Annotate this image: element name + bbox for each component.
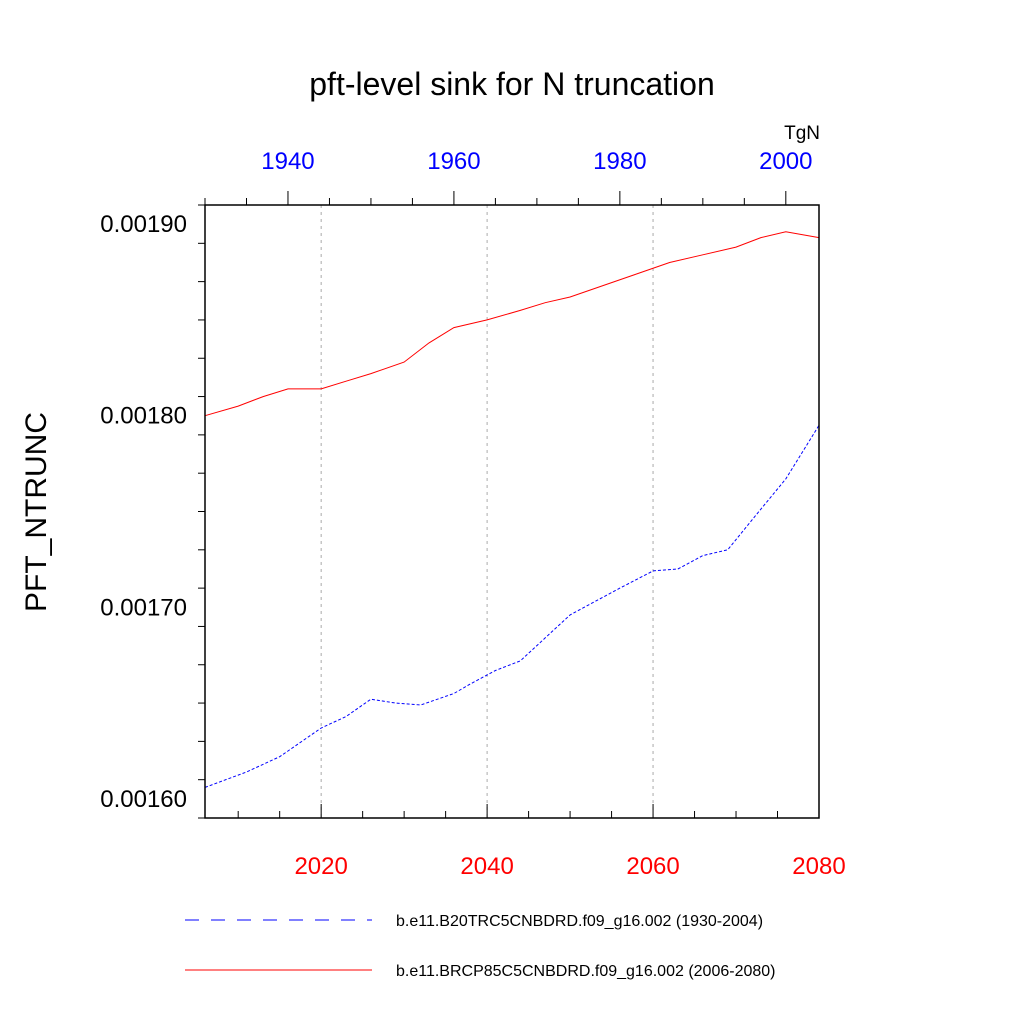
y-tick-label: 0.00180 (100, 403, 187, 430)
x-bottom-tick-label: 2060 (626, 853, 679, 880)
tick-labels: 0.00160 0.00170 0.00180 0.00190 2020 2040 2060… (100, 148, 845, 880)
x-top-tick-label: 1940 (261, 148, 314, 175)
x-bottom-tick-label: 2080 (792, 853, 845, 880)
x-bottom-tick-label: 2020 (294, 853, 347, 880)
legend-label-2: b.e11.BRCP85C5CNBDRD.f09_g16.002 (2006-2… (396, 963, 775, 980)
units-label: TgN (784, 123, 820, 144)
chart-title: pft-level sink for N truncation (309, 66, 715, 102)
series-lines (204, 231, 820, 788)
y-axis-label: PFT_NTRUNC (20, 412, 53, 612)
x-bottom-tick-label: 2040 (460, 853, 513, 880)
x-top-tick-label: 1960 (427, 148, 480, 175)
y-tick-label: 0.00190 (100, 211, 187, 238)
legend: b.e11.B20TRC5CNBDRD.f09_g16.002 (1930-20… (185, 913, 775, 980)
x-top-tick-label: 2000 (759, 148, 812, 175)
x-top-tick-label: 1980 (593, 148, 646, 175)
axis-ticks (198, 191, 820, 819)
series-line-2 (204, 231, 820, 417)
y-tick-label: 0.00170 (100, 594, 187, 621)
grid-lines (320, 205, 654, 818)
legend-label-1: b.e11.B20TRC5CNBDRD.f09_g16.002 (1930-20… (396, 913, 763, 930)
plot-frame (204, 204, 820, 819)
y-tick-label: 0.00160 (100, 786, 187, 813)
series-line-1 (204, 425, 820, 788)
